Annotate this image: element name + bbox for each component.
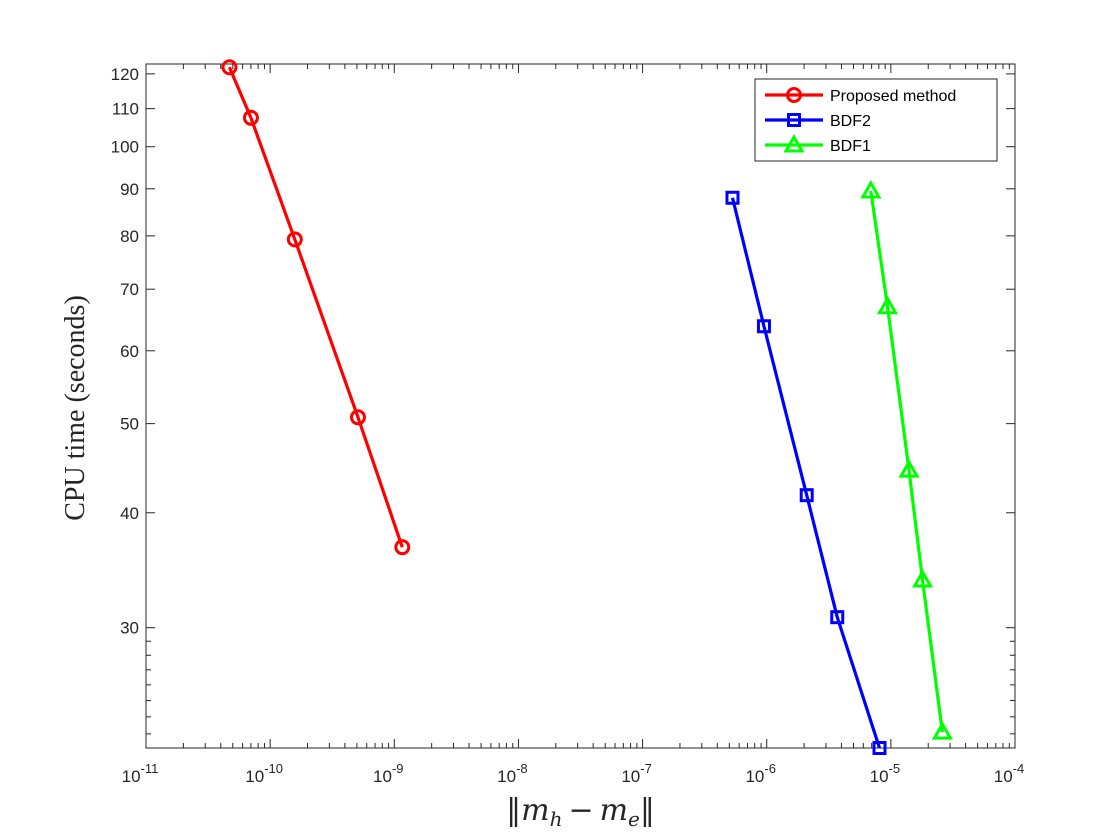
y-axis-ticks: 30 40 50 60 70 80 90 100 110 120 [111, 65, 1015, 638]
legend-item-bdf1: BDF1 [765, 133, 871, 155]
data-point-bdf2-2 [799, 488, 814, 503]
data-point-bdf2-0 [725, 190, 740, 205]
legend-label-proposed-method: Proposed method [830, 88, 956, 105]
legend-marker-bdf1 [783, 133, 805, 153]
series-bdf1 [860, 179, 953, 740]
minor-ticks [146, 64, 1015, 748]
series-line-bdf2 [730, 197, 882, 749]
data-point-proposed-method-3 [349, 409, 366, 426]
x-tick-label-2: 10-9 [373, 761, 403, 786]
data-point-bdf1-2 [898, 459, 920, 478]
data-point-bdf2-1 [756, 319, 771, 334]
data-point-proposed-method-1 [242, 109, 259, 126]
y-tick-label-0: 30 [120, 619, 139, 638]
data-point-bdf1-4 [931, 721, 953, 740]
data-point-bdf1-1 [876, 295, 899, 315]
x-tick-label-1: 10-10 [245, 761, 283, 786]
data-point-bdf1-0 [860, 179, 882, 199]
y-tick-label-3: 60 [120, 342, 139, 361]
x-tick-label-3: 10-8 [497, 761, 527, 786]
x-axis-ticks: 10-11 10-10 10-9 10-8 10-7 10-6 10-5 10-4 [122, 64, 1024, 786]
y-tick-label-6: 90 [120, 180, 139, 199]
data-point-proposed-method-4 [394, 539, 411, 556]
legend-marker-bdf2 [787, 113, 801, 127]
data-point-bdf1-3 [911, 569, 934, 588]
legend: Proposed method BDF2 BDF1 [754, 78, 998, 162]
x-tick-label-7: 10-4 [994, 761, 1024, 786]
y-tick-label-9: 120 [111, 65, 139, 84]
data-point-bdf2-3 [830, 610, 845, 625]
legend-item-proposed-method: Proposed method [765, 87, 956, 105]
y-tick-label-7: 100 [111, 138, 139, 157]
legend-label-bdf1: BDF1 [830, 138, 871, 155]
series-bdf2 [725, 190, 887, 755]
y-tick-label-5: 80 [120, 227, 139, 246]
series-layer [221, 59, 953, 755]
y-tick-label-1: 40 [120, 504, 139, 523]
x-axis-label: ‖mh − me‖ [506, 793, 655, 831]
data-point-proposed-method-0 [221, 59, 238, 76]
x-tick-label-5: 10-6 [745, 761, 775, 786]
x-tick-label-6: 10-5 [870, 761, 900, 786]
x-tick-label-0: 10-11 [122, 761, 159, 786]
legend-marker-proposed-method [786, 87, 802, 103]
x-tick-label-4: 10-7 [621, 761, 651, 786]
y-axis-label: CPU time (seconds) [60, 295, 91, 521]
data-point-bdf2-4 [872, 741, 887, 755]
data-point-proposed-method-2 [286, 231, 303, 248]
y-tick-label-2: 50 [120, 415, 139, 434]
series-line-proposed-method [227, 66, 404, 548]
series-proposed-method [221, 59, 411, 556]
legend-label-bdf2: BDF2 [830, 113, 871, 130]
series-line-bdf1 [869, 190, 944, 733]
y-tick-label-4: 70 [120, 280, 139, 299]
plot-area-frame [145, 63, 1016, 749]
legend-item-bdf2: BDF2 [765, 113, 871, 130]
y-tick-label-8: 110 [112, 100, 139, 119]
